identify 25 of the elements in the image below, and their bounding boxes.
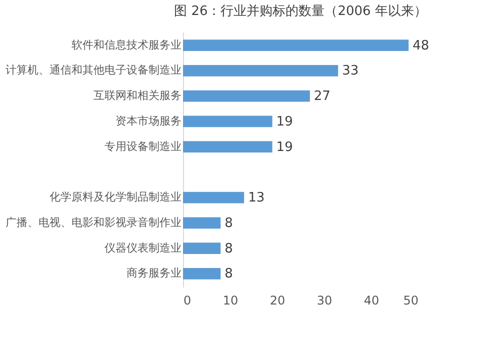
y-tick-label: 资本市场服务: [116, 114, 182, 128]
x-tick-label: 30: [316, 294, 332, 308]
chart-title: 图 26：行业并购标的数量（2006 年以来）: [174, 4, 427, 19]
y-tick-label: 专用设备制造业: [104, 140, 182, 153]
data-label: 48: [412, 38, 430, 54]
data-label: 8: [224, 266, 233, 282]
y-tick-label: 化学原料及化学制品制造业: [50, 190, 182, 204]
y-tick-label: 计算机、通信和其他电子设备制造业: [6, 64, 182, 77]
data-label: 8: [224, 216, 233, 231]
data-label: 19: [276, 140, 293, 155]
data-label: 8: [224, 241, 233, 256]
data-label: 33: [342, 64, 359, 79]
y-tick-label: 互联网和相关服务: [94, 89, 182, 102]
x-tick-label: 20: [270, 294, 286, 308]
x-tick-label: 0: [184, 294, 192, 308]
y-tick-label: 商务服务业: [126, 266, 182, 280]
y-tick-label: 软件和信息技术服务业: [72, 38, 182, 52]
data-label: 19: [276, 114, 293, 130]
data-label: 27: [314, 89, 330, 104]
y-tick-label: 广播、电视、电影和影视录音制作业: [6, 216, 182, 229]
x-tick-label: 40: [364, 294, 380, 308]
x-tick-label: 10: [222, 294, 238, 308]
x-tick-label: 50: [403, 294, 418, 308]
data-label: 13: [248, 190, 265, 206]
y-tick-label: 仪器仪表制造业: [104, 241, 182, 254]
